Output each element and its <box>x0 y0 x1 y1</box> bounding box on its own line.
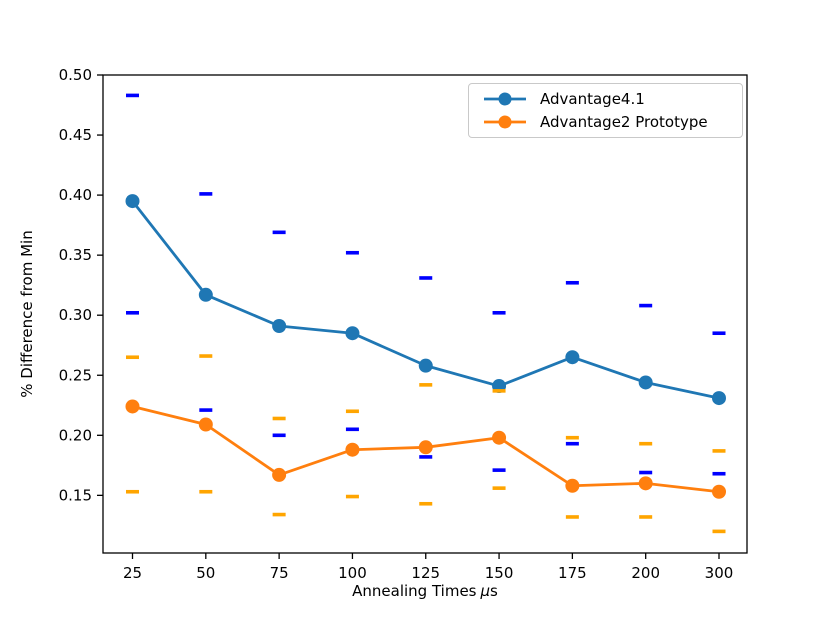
y-tick-label: 0.30 <box>59 306 92 324</box>
range-cap-min-advantage2-prototype <box>272 512 286 517</box>
range-cap-max-advantage4-1 <box>565 280 579 285</box>
range-cap-min-advantage2-prototype <box>345 494 359 499</box>
data-point-advantage2-prototype <box>198 417 213 432</box>
range-cap-max-advantage4-1 <box>345 250 359 255</box>
x-tick-label: 150 <box>485 564 514 582</box>
range-cap-max-advantage2-prototype <box>565 435 579 440</box>
data-point-advantage2-prototype <box>638 476 653 491</box>
range-cap-min-advantage4-1 <box>565 441 579 446</box>
data-point-advantage4-1 <box>198 287 213 302</box>
x-tick-label: 125 <box>411 564 440 582</box>
range-cap-min-advantage4-1 <box>639 470 653 475</box>
range-cap-max-advantage2-prototype <box>419 383 433 387</box>
range-cap-min-advantage4-1 <box>492 468 506 472</box>
data-point-advantage4-1 <box>565 350 580 365</box>
range-cap-max-advantage4-1 <box>126 93 139 98</box>
data-point-advantage4-1 <box>125 194 140 209</box>
range-cap-max-advantage2-prototype <box>199 354 213 358</box>
data-point-advantage4-1 <box>712 391 726 406</box>
legend-swatch-line-marker-icon <box>484 115 526 129</box>
x-tick-label: 50 <box>196 564 215 582</box>
range-cap-min-advantage4-1 <box>419 455 433 459</box>
y-tick-label: 0.45 <box>59 126 92 144</box>
legend-swatch-line-marker-icon <box>484 92 526 106</box>
range-cap-min-advantage4-1 <box>345 427 359 432</box>
data-point-advantage2-prototype <box>492 430 507 445</box>
range-cap-max-advantage2-prototype <box>126 355 139 360</box>
plot-frame <box>102 74 748 554</box>
range-cap-max-advantage2-prototype <box>712 449 726 453</box>
x-tick-label: 100 <box>338 564 367 582</box>
x-tick-label: 300 <box>705 564 734 582</box>
range-cap-min-advantage4-1 <box>126 310 139 315</box>
range-cap-max-advantage4-1 <box>712 331 726 336</box>
range-cap-min-advantage2-prototype <box>492 486 506 490</box>
legend-item-advantage2-prototype: Advantage2 Prototype <box>482 114 742 130</box>
data-point-advantage2-prototype <box>125 399 140 414</box>
range-cap-min-advantage2-prototype <box>565 515 579 519</box>
range-cap-min-advantage2-prototype <box>639 515 653 519</box>
y-tick-label: 0.35 <box>59 246 92 264</box>
y-tick-label: 0.40 <box>59 186 92 204</box>
data-point-advantage2-prototype <box>418 440 433 455</box>
data-point-advantage4-1 <box>272 319 287 334</box>
data-point-advantage2-prototype <box>565 478 580 493</box>
x-tick-label: 25 <box>123 564 142 582</box>
legend-label: Advantage4.1 <box>540 90 645 108</box>
legend-item-advantage4-1: Advantage4.1 <box>482 91 742 107</box>
x-axis-label-mu: μ <box>480 582 491 600</box>
y-tick-label: 0.25 <box>59 366 92 384</box>
data-point-advantage2-prototype <box>272 467 287 482</box>
x-tick-label: 75 <box>270 564 289 582</box>
x-tick-label: 200 <box>631 564 660 582</box>
data-point-advantage4-1 <box>638 375 653 390</box>
range-cap-max-advantage4-1 <box>419 276 433 280</box>
range-cap-max-advantage4-1 <box>199 192 213 196</box>
y-axis-label: % Difference from Min <box>18 230 36 398</box>
range-cap-min-advantage4-1 <box>712 471 726 476</box>
data-point-advantage2-prototype <box>345 442 360 457</box>
x-axis-label-text: Annealing Times <box>352 582 477 600</box>
range-cap-min-advantage4-1 <box>199 408 213 412</box>
y-tick-label: 0.15 <box>59 486 92 504</box>
x-axis-label-unit: s <box>490 582 498 600</box>
range-cap-min-advantage2-prototype <box>199 489 213 494</box>
range-cap-max-advantage2-prototype <box>492 389 506 393</box>
range-cap-max-advantage2-prototype <box>345 409 359 414</box>
data-point-advantage4-1 <box>345 326 360 341</box>
y-tick-label: 0.50 <box>59 66 92 84</box>
range-cap-min-advantage2-prototype <box>419 501 433 506</box>
data-point-advantage4-1 <box>418 358 433 373</box>
range-cap-max-advantage4-1 <box>639 303 653 308</box>
x-tick-label: 175 <box>558 564 587 582</box>
range-cap-max-advantage4-1 <box>272 230 286 235</box>
legend: Advantage4.1 Advantage2 Prototype <box>468 83 743 138</box>
range-cap-min-advantage4-1 <box>272 433 286 438</box>
range-cap-min-advantage2-prototype <box>712 529 726 534</box>
y-tick-label: 0.20 <box>59 426 92 444</box>
x-axis-label: Annealing Times μs <box>352 582 498 600</box>
range-cap-max-advantage2-prototype <box>639 441 653 446</box>
legend-label: Advantage2 Prototype <box>540 113 708 131</box>
range-cap-max-advantage4-1 <box>492 310 506 315</box>
range-cap-min-advantage2-prototype <box>126 489 139 494</box>
range-cap-max-advantage2-prototype <box>272 416 286 421</box>
data-point-advantage2-prototype <box>712 484 726 499</box>
